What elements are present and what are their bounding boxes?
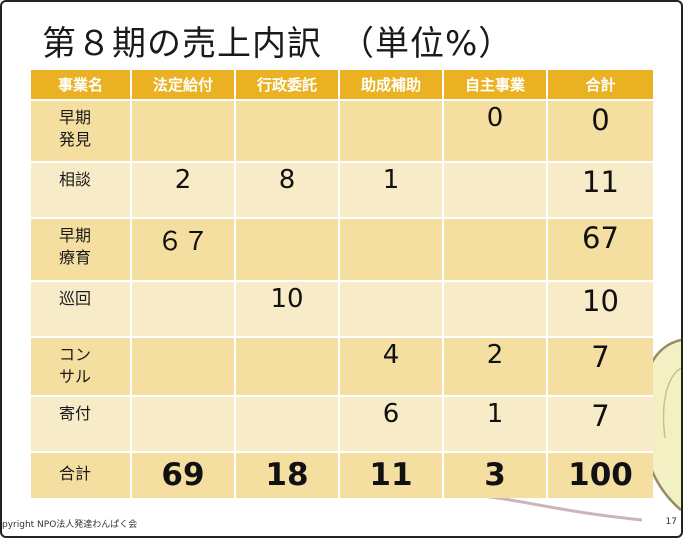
table-cell <box>443 217 548 281</box>
header-total: 合計 <box>547 70 653 100</box>
header-grant-subsidy: 助成補助 <box>339 70 444 100</box>
table-cell: 10 <box>235 280 340 337</box>
table-cell <box>235 395 340 452</box>
table-cell: 4 <box>339 336 444 396</box>
header-business-name: 事業名 <box>31 70 132 100</box>
table-row: 相談 2 8 1 11 <box>31 161 653 218</box>
row-label: 相談 <box>31 161 132 218</box>
row-total-cell: 67 <box>547 217 653 281</box>
table-cell: 6 <box>339 395 444 452</box>
row-label: 寄付 <box>31 395 132 452</box>
header-independent-business: 自主事業 <box>443 70 548 100</box>
table-cell <box>235 336 340 396</box>
table-cell: 1 <box>443 395 548 452</box>
table-cell <box>131 336 236 396</box>
table-cell <box>235 217 340 281</box>
table-cell <box>339 217 444 281</box>
column-total-cell: 69 <box>131 451 236 498</box>
copyright-text: pyright NPO法人発達わんぱく会 <box>2 520 138 530</box>
header-statutory-benefit: 法定給付 <box>131 70 236 100</box>
grand-total-cell: 100 <box>547 451 653 498</box>
column-total-cell: 11 <box>339 451 444 498</box>
row-label: 早期 発見 <box>31 99 132 162</box>
table-header-row: 事業名 法定給付 行政委託 助成補助 自主事業 合計 <box>31 70 653 100</box>
row-label: コン サル <box>31 336 132 396</box>
table-row: 巡回 10 10 <box>31 280 653 337</box>
row-total-cell: 7 <box>547 336 653 396</box>
column-total-cell: 3 <box>443 451 548 498</box>
table-cell <box>443 280 548 337</box>
table-cell <box>235 99 340 162</box>
table-cell <box>339 99 444 162</box>
table-cell <box>131 99 236 162</box>
row-label: 巡回 <box>31 280 132 337</box>
row-label: 合計 <box>31 451 132 498</box>
table-cell: 0 <box>443 99 548 162</box>
row-total-cell: 0 <box>547 99 653 162</box>
table-cell: 2 <box>131 161 236 218</box>
table-row: 早期 発見 0 0 <box>31 99 653 162</box>
row-total-cell: 7 <box>547 395 653 452</box>
table-cell: 8 <box>235 161 340 218</box>
table-cell: 1 <box>339 161 444 218</box>
table-cell <box>131 280 236 337</box>
row-label: 早期 療育 <box>31 217 132 281</box>
header-government-contract: 行政委託 <box>235 70 340 100</box>
table-cell <box>339 280 444 337</box>
table-row: コン サル 4 2 7 <box>31 336 653 396</box>
table-cell: ６７ <box>131 217 236 281</box>
table-cell: 2 <box>443 336 548 396</box>
column-total-cell: 18 <box>235 451 340 498</box>
table-cell <box>443 161 548 218</box>
page-number: 17 <box>665 517 677 527</box>
table-row: 早期 療育 ６７ 67 <box>31 217 653 281</box>
row-total-cell: 11 <box>547 161 653 218</box>
row-total-cell: 10 <box>547 280 653 337</box>
slide-title: 第８期の売上内訳 （単位%） <box>42 24 514 64</box>
sales-breakdown-table: 事業名 法定給付 行政委託 助成補助 自主事業 合計 早期 発見 0 0 相談 … <box>31 70 653 498</box>
table-cell <box>131 395 236 452</box>
table-row: 寄付 6 1 7 <box>31 395 653 452</box>
table-total-row: 合計 69 18 11 3 100 <box>31 451 653 498</box>
